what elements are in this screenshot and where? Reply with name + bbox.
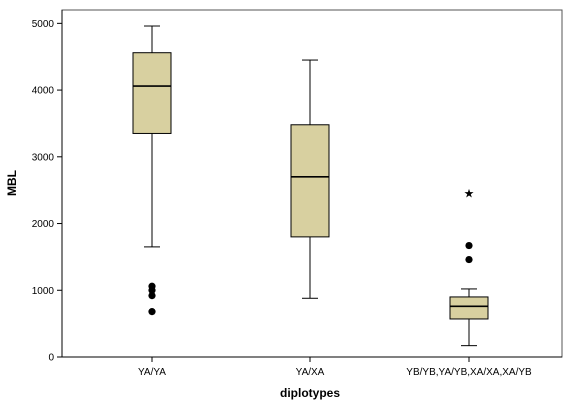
y-tick-label: 3000 [32, 152, 55, 163]
y-tick-label: 0 [48, 353, 54, 364]
outlier-point [465, 241, 473, 250]
outlier-point [148, 282, 156, 290]
iqr-box [290, 124, 330, 238]
x-axis-ticks: YA/YA YA/XA YB/YB,YA/YB,XA/XA,XA/YB [138, 357, 532, 378]
outlier-point [148, 308, 156, 316]
x-tick-label: YB/YB,YA/YB,XA/XA,XA/YB [406, 367, 532, 378]
box-group [290, 59, 330, 299]
y-axis-title: MBL [5, 170, 19, 196]
y-tick-label: 2000 [32, 219, 55, 230]
box-group: ★ [449, 186, 489, 347]
y-tick-label: 4000 [32, 86, 55, 97]
y-tick-label: 1000 [32, 286, 55, 297]
box-group [132, 25, 172, 316]
x-tick-label: YA/XA [296, 367, 325, 378]
iqr-box [449, 296, 489, 320]
y-tick-label: 5000 [32, 19, 55, 30]
outlier-point [148, 292, 156, 300]
box-series: ★ [132, 25, 489, 347]
outlier-point [465, 255, 473, 264]
extreme-point: ★ [464, 186, 475, 200]
x-tick-label: YA/YA [138, 367, 166, 378]
x-axis-title: diplotypes [280, 386, 340, 400]
iqr-box [132, 52, 172, 134]
y-axis-ticks: 0 1000 2000 3000 4000 5000 [32, 19, 62, 364]
